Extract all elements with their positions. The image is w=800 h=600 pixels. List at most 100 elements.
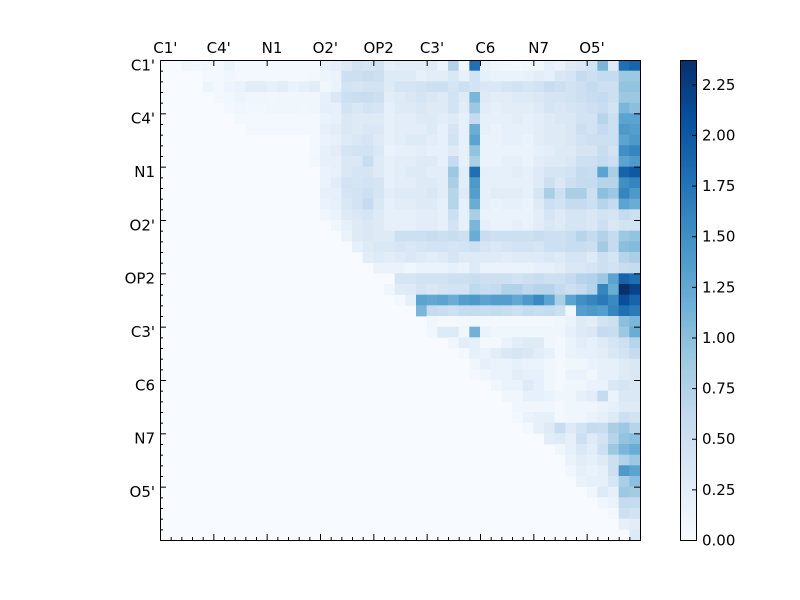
heatmap-cell	[544, 209, 556, 221]
heatmap-cell	[533, 209, 545, 221]
heatmap-cell	[341, 166, 353, 178]
heatmap-cell	[490, 209, 502, 221]
heatmap-cell	[554, 241, 566, 253]
y-tick-label: N7	[134, 430, 155, 448]
heatmap-cell	[597, 369, 609, 381]
heatmap-cell	[416, 134, 428, 146]
heatmap-cell	[618, 422, 630, 434]
heatmap-cell	[586, 348, 598, 360]
heatmap-cell	[522, 337, 534, 349]
heatmap-cell	[608, 166, 620, 178]
heatmap-cell	[480, 358, 492, 370]
heatmap-cell	[544, 156, 556, 168]
heatmap-cell	[501, 252, 513, 264]
heatmap-cell	[554, 273, 566, 285]
heatmap-cell	[512, 294, 524, 306]
heatmap-cell	[629, 230, 641, 242]
heatmap-cell	[448, 294, 460, 306]
heatmap-cell	[469, 81, 481, 93]
heatmap-cell	[394, 230, 406, 242]
heatmap-cell	[448, 198, 460, 210]
heatmap-cell	[437, 70, 449, 82]
heatmap-cell	[629, 316, 641, 328]
heatmap-cell	[618, 305, 630, 317]
heatmap-cell	[629, 508, 641, 520]
heatmap-cell	[501, 166, 513, 178]
heatmap-cell	[608, 465, 620, 477]
heatmap-cell	[554, 60, 566, 72]
heatmap-cell	[469, 284, 481, 296]
heatmap-cell	[629, 518, 641, 530]
heatmap-cell	[416, 294, 428, 306]
heatmap-cell	[565, 134, 577, 146]
heatmap-cell	[224, 81, 236, 93]
heatmap-cell	[533, 337, 545, 349]
colorbar-tick-label: 2.25	[702, 76, 735, 94]
heatmap-cell	[565, 198, 577, 210]
heatmap-cell	[330, 102, 342, 114]
heatmap-cell	[618, 348, 630, 360]
heatmap-cell	[576, 390, 588, 402]
heatmap-cell	[501, 305, 513, 317]
heatmap-cell	[298, 81, 310, 93]
heatmap-cell	[522, 230, 534, 242]
heatmap-cell	[586, 454, 598, 466]
heatmap-cell	[448, 326, 460, 338]
heatmap-cell	[245, 60, 257, 72]
heatmap-cell	[576, 444, 588, 456]
heatmap-cell	[629, 412, 641, 424]
heatmap-cell	[554, 113, 566, 125]
heatmap-cell	[426, 70, 438, 82]
heatmap-cell	[501, 284, 513, 296]
heatmap-cell	[565, 284, 577, 296]
heatmap-cell	[608, 81, 620, 93]
heatmap-cell	[416, 230, 428, 242]
heatmap-cell	[266, 102, 278, 114]
heatmap-cell	[384, 70, 396, 82]
heatmap-cell	[352, 145, 364, 157]
heatmap-cell	[469, 188, 481, 200]
heatmap-cell	[629, 92, 641, 104]
heatmap-cell	[597, 273, 609, 285]
heatmap-cell	[266, 60, 278, 72]
heatmap-cell	[522, 145, 534, 157]
heatmap-cell	[416, 241, 428, 253]
heatmap-cell	[586, 380, 598, 392]
heatmap-cell	[416, 70, 428, 82]
heatmap-cell	[533, 113, 545, 125]
heatmap-cell	[426, 284, 438, 296]
heatmap-cell	[394, 177, 406, 189]
heatmap-cell	[576, 337, 588, 349]
heatmap-cell	[618, 134, 630, 146]
heatmap-cell	[533, 412, 545, 424]
heatmap-cell	[512, 113, 524, 125]
heatmap-cell	[576, 369, 588, 381]
heatmap-cell	[405, 220, 417, 232]
heatmap-cell	[586, 284, 598, 296]
heatmap-cell	[565, 241, 577, 253]
heatmap-cell	[426, 326, 438, 338]
heatmap-cell	[544, 230, 556, 242]
heatmap-cell	[426, 134, 438, 146]
heatmap-cell	[565, 177, 577, 189]
heatmap-cell	[618, 444, 630, 456]
heatmap-cell	[501, 81, 513, 93]
heatmap-cell	[629, 433, 641, 445]
heatmap-cell	[522, 294, 534, 306]
heatmap-cell	[405, 124, 417, 136]
heatmap-cell	[469, 316, 481, 328]
heatmap-cell	[437, 188, 449, 200]
heatmap-cell	[416, 145, 428, 157]
heatmap-cell	[512, 337, 524, 349]
heatmap-cell	[565, 156, 577, 168]
heatmap-cell	[330, 209, 342, 221]
heatmap-cell	[629, 444, 641, 456]
heatmap-cell	[544, 380, 556, 392]
heatmap-cell	[458, 305, 470, 317]
heatmap-cell	[629, 529, 641, 541]
heatmap-cell	[490, 145, 502, 157]
heatmap-cell	[309, 113, 321, 125]
heatmap-cell	[586, 433, 598, 445]
heatmap-cell	[448, 188, 460, 200]
heatmap-cell	[437, 252, 449, 264]
